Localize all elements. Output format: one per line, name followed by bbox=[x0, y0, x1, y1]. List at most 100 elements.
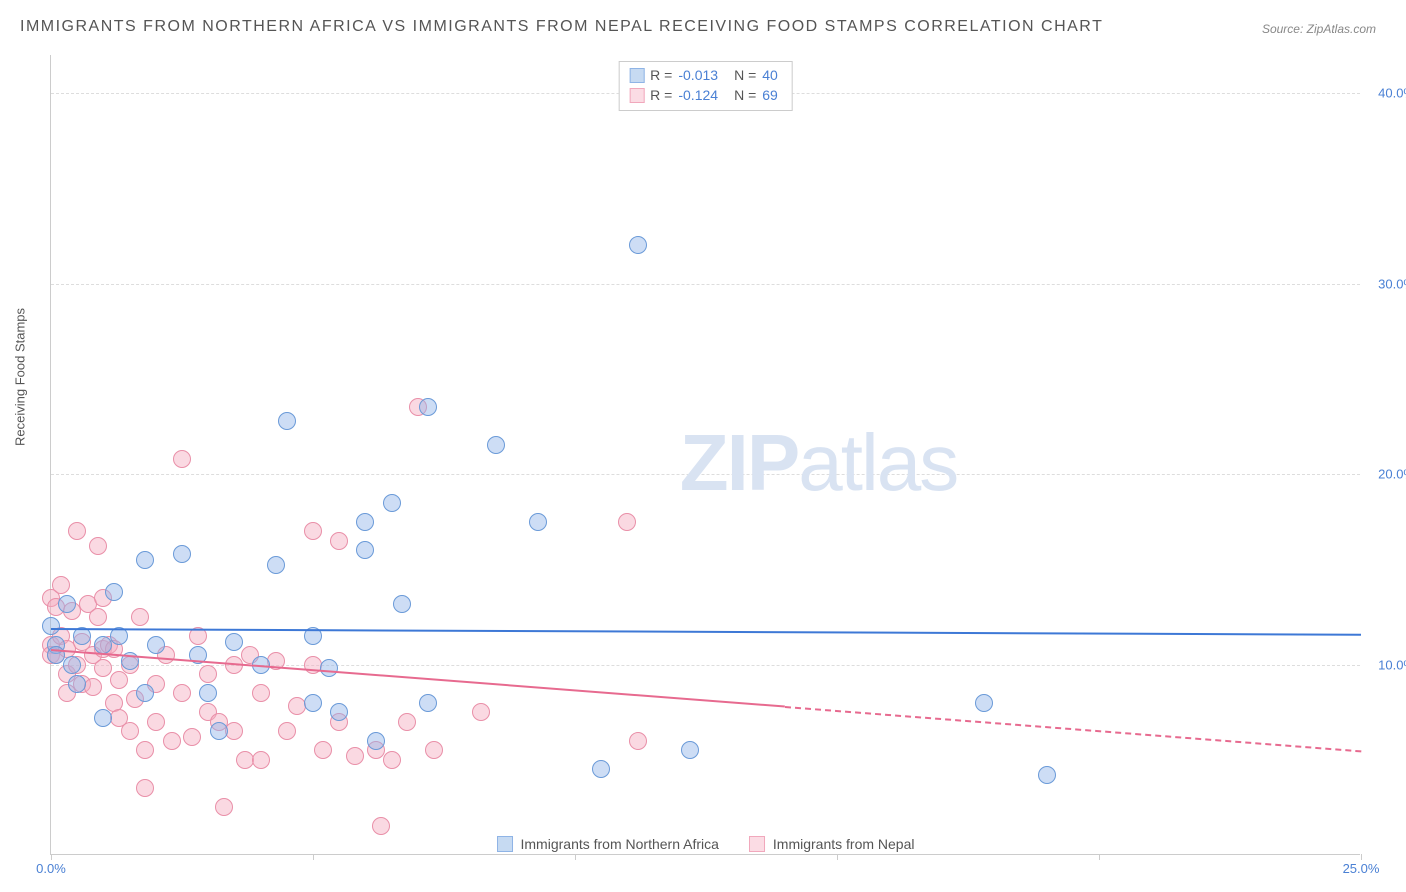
scatter-point bbox=[52, 576, 70, 594]
scatter-point bbox=[252, 751, 270, 769]
y-tick-label: 20.0% bbox=[1378, 467, 1406, 482]
scatter-point bbox=[252, 684, 270, 702]
scatter-point bbox=[975, 694, 993, 712]
scatter-point bbox=[110, 671, 128, 689]
source-label: Source: ZipAtlas.com bbox=[1262, 22, 1376, 36]
scatter-point bbox=[215, 798, 233, 816]
chart-title: IMMIGRANTS FROM NORTHERN AFRICA VS IMMIG… bbox=[20, 18, 1103, 36]
x-tick-label: 25.0% bbox=[1343, 861, 1380, 876]
scatter-point bbox=[304, 522, 322, 540]
scatter-point bbox=[592, 760, 610, 778]
scatter-point bbox=[629, 732, 647, 750]
x-tick bbox=[51, 854, 52, 860]
y-tick-label: 40.0% bbox=[1378, 86, 1406, 101]
scatter-point bbox=[58, 595, 76, 613]
scatter-point bbox=[330, 532, 348, 550]
x-tick-label: 0.0% bbox=[36, 861, 66, 876]
legend-swatch bbox=[629, 68, 644, 83]
scatter-point bbox=[419, 398, 437, 416]
legend-item: Immigrants from Nepal bbox=[749, 836, 915, 852]
scatter-point bbox=[147, 713, 165, 731]
y-tick-label: 10.0% bbox=[1378, 657, 1406, 672]
scatter-point bbox=[173, 545, 191, 563]
y-axis-title: Receiving Food Stamps bbox=[13, 308, 28, 446]
watermark: ZIPatlas bbox=[680, 417, 957, 509]
scatter-point bbox=[163, 732, 181, 750]
x-tick bbox=[1361, 854, 1362, 860]
scatter-point bbox=[94, 709, 112, 727]
scatter-point bbox=[199, 665, 217, 683]
scatter-point bbox=[278, 722, 296, 740]
scatter-point bbox=[63, 656, 81, 674]
scatter-point bbox=[1038, 766, 1056, 784]
scatter-point bbox=[346, 747, 364, 765]
series-legend: Immigrants from Northern Africa Immigrant… bbox=[491, 836, 921, 852]
scatter-point bbox=[173, 684, 191, 702]
stat-label: R = bbox=[650, 65, 672, 85]
scatter-point bbox=[383, 494, 401, 512]
scatter-point bbox=[147, 636, 165, 654]
gridline bbox=[51, 474, 1360, 475]
scatter-point bbox=[618, 513, 636, 531]
stats-legend: R = -0.013 N = 40 R = -0.124 N = 69 bbox=[618, 61, 793, 111]
scatter-point bbox=[356, 513, 374, 531]
x-tick bbox=[313, 854, 314, 860]
gridline bbox=[51, 284, 1360, 285]
scatter-point bbox=[372, 817, 390, 835]
scatter-point bbox=[121, 722, 139, 740]
scatter-point bbox=[105, 583, 123, 601]
scatter-point bbox=[419, 694, 437, 712]
scatter-point bbox=[383, 751, 401, 769]
scatter-point bbox=[314, 741, 332, 759]
scatter-point bbox=[136, 741, 154, 759]
scatter-point bbox=[278, 412, 296, 430]
stat-label: R = bbox=[650, 85, 672, 105]
legend-swatch bbox=[497, 836, 513, 852]
scatter-point bbox=[681, 741, 699, 759]
scatter-point bbox=[425, 741, 443, 759]
scatter-point bbox=[529, 513, 547, 531]
plot-area: 10.0%20.0%30.0%40.0%0.0%25.0%ZIPatlasR =… bbox=[50, 55, 1360, 855]
stat-label: N = bbox=[734, 65, 756, 85]
legend-item: Immigrants from Northern Africa bbox=[497, 836, 719, 852]
scatter-point bbox=[131, 608, 149, 626]
scatter-point bbox=[68, 675, 86, 693]
legend-label: Immigrants from Nepal bbox=[773, 836, 915, 852]
legend-swatch bbox=[749, 836, 765, 852]
x-tick bbox=[837, 854, 838, 860]
scatter-point bbox=[68, 522, 86, 540]
y-tick-label: 30.0% bbox=[1378, 276, 1406, 291]
scatter-point bbox=[629, 236, 647, 254]
scatter-point bbox=[210, 722, 228, 740]
scatter-point bbox=[393, 595, 411, 613]
stat-r-value: -0.124 bbox=[678, 85, 718, 105]
scatter-point bbox=[136, 551, 154, 569]
scatter-point bbox=[183, 728, 201, 746]
stat-label: N = bbox=[734, 85, 756, 105]
trend-line bbox=[51, 628, 1361, 636]
scatter-point bbox=[330, 703, 348, 721]
legend-label: Immigrants from Northern Africa bbox=[521, 836, 719, 852]
scatter-point bbox=[225, 722, 243, 740]
scatter-point bbox=[136, 684, 154, 702]
scatter-point bbox=[225, 633, 243, 651]
scatter-point bbox=[89, 608, 107, 626]
x-tick bbox=[1099, 854, 1100, 860]
scatter-point bbox=[356, 541, 374, 559]
scatter-point bbox=[304, 694, 322, 712]
stat-n-value: 69 bbox=[762, 85, 778, 105]
scatter-point bbox=[136, 779, 154, 797]
scatter-point bbox=[42, 617, 60, 635]
scatter-point bbox=[267, 556, 285, 574]
x-tick bbox=[575, 854, 576, 860]
scatter-point bbox=[173, 450, 191, 468]
stat-r-value: -0.013 bbox=[678, 65, 718, 85]
scatter-point bbox=[367, 732, 385, 750]
legend-swatch bbox=[629, 88, 644, 103]
scatter-point bbox=[472, 703, 490, 721]
stat-n-value: 40 bbox=[762, 65, 778, 85]
scatter-point bbox=[487, 436, 505, 454]
scatter-point bbox=[94, 659, 112, 677]
scatter-point bbox=[84, 678, 102, 696]
scatter-point bbox=[320, 659, 338, 677]
